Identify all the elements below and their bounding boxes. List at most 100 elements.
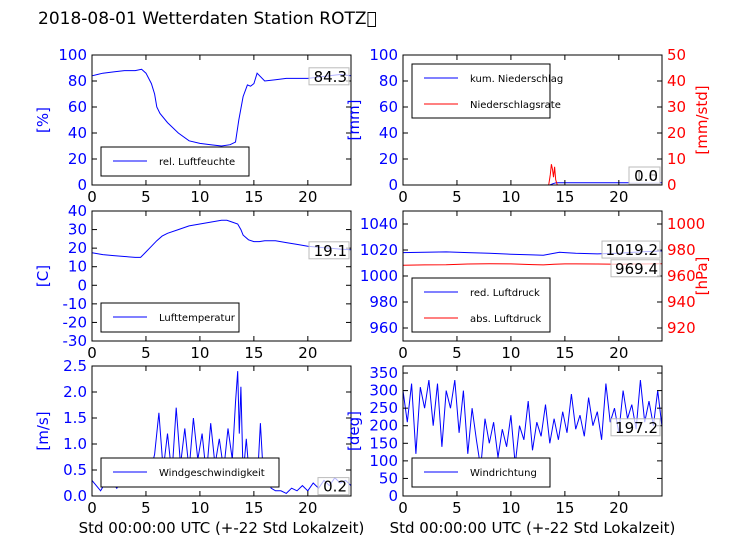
x-tick-label: 10 — [190, 499, 209, 517]
x-tick-label: 5 — [141, 344, 151, 362]
x-tick-label: 10 — [190, 188, 209, 206]
y2-tick-label: 940 — [667, 293, 696, 311]
legend-label: red. Luftdruck — [470, 288, 540, 299]
y-tick-label: -30 — [63, 332, 88, 350]
y-tick-label: 60 — [68, 98, 87, 116]
y-tick-label: 40 — [68, 202, 87, 220]
x-axis-label: Std 00:00:00 UTC (+-22 Std Lokalzeit) — [79, 519, 365, 537]
y-tick-label: 60 — [379, 98, 398, 116]
y2-tick-label: 20 — [667, 124, 686, 142]
x-tick-label: 0 — [398, 344, 408, 362]
y2-tick-label: 50 — [667, 46, 686, 64]
legend-label: Lufttemperatur — [159, 313, 236, 324]
y-tick-label: 80 — [68, 72, 87, 90]
value-label-box — [610, 418, 661, 437]
x-tick-label: 15 — [244, 344, 263, 362]
y2-tick-label: 1000 — [667, 215, 705, 233]
y-tick-label: 20 — [379, 150, 398, 168]
x-tick-label: 20 — [609, 499, 628, 517]
y-tick-label: 0.5 — [63, 461, 87, 479]
series-line-precipitation-1 — [403, 164, 662, 186]
series-line-windspeed-0 — [91, 371, 352, 495]
y2-tick-label: 980 — [667, 241, 696, 259]
value-label-box — [601, 240, 661, 259]
panel-precipitation: 0 5 10 15 20 0 20 40 60 80 100 0 10 20 30 40 50 [mm/std] [… — [345, 46, 711, 206]
y-tick-label: 350 — [369, 364, 398, 382]
y-tick-label: 960 — [369, 319, 398, 337]
y-tick-label: 2.5 — [63, 357, 87, 375]
legend-box — [411, 277, 551, 333]
y-tick-label: 0 — [77, 276, 87, 294]
panel-temperature: 0 5 10 15 20-30-20-10010203040[C]19.1Lufttem… — [34, 202, 352, 362]
x-tick-label: 15 — [244, 188, 263, 206]
y-tick-label: 1020 — [360, 241, 398, 259]
panel-humidity: 0 5 10 15 20 0 20 40 60 80 100 [%] 84.3 rel. Luftfeuc… — [34, 46, 352, 206]
x-tick-label: 15 — [555, 499, 574, 517]
y2-tick-label: 10 — [667, 150, 686, 168]
x-tick-label: 20 — [298, 188, 317, 206]
y-tick-label: 0.0 — [63, 487, 87, 505]
legend-precipitation: kum. Niederschlag Niederschlagsrate — [411, 63, 563, 119]
y-tick-label: -20 — [63, 313, 88, 331]
plot-frame — [402, 54, 663, 186]
y-tick-label: 300 — [369, 382, 398, 400]
x-tick-label: 15 — [555, 188, 574, 206]
last-value-label: 19.1 — [314, 242, 347, 260]
x-tick-label: 5 — [141, 188, 151, 206]
x-tick-label: 10 — [190, 344, 209, 362]
last-value-label: 1019.2 — [606, 241, 659, 259]
y-tick-label: 10 — [68, 258, 87, 276]
y-tick-label: 40 — [68, 124, 87, 142]
value-label-box — [308, 241, 350, 260]
x-tick-label: 20 — [609, 344, 628, 362]
value-label-box — [317, 477, 350, 496]
legend-label: Windgeschwindigkeit — [159, 468, 265, 479]
y-tick-label: 20 — [68, 150, 87, 168]
y-tick-label: 1040 — [360, 215, 398, 233]
x-tick-label: 0 — [87, 344, 97, 362]
y2-axis-label: [mm/std] — [693, 85, 711, 154]
plot-frame — [91, 210, 352, 342]
legend-pressure: red. Luftdruck abs. Luftdruck — [411, 277, 551, 333]
x-tick-label: 0 — [398, 499, 408, 517]
panel-pressure: 0 5 10 15 20 960 980 1000 1020 1040 920 940 960 980 10… — [360, 210, 711, 362]
y-axis-label: [C] — [34, 265, 52, 287]
x-tick-label: 0 — [398, 188, 408, 206]
y-tick-label: 30 — [68, 221, 87, 239]
legend-label: rel. Luftfeuchte — [159, 157, 235, 168]
y-tick-label: 200 — [369, 417, 398, 435]
plot-frame — [91, 365, 352, 497]
last-value-label: 0.0 — [634, 167, 658, 185]
x-tick-label: 20 — [609, 188, 628, 206]
x-tick-label: 0 — [87, 188, 97, 206]
legend-label: abs. Luftdruck — [470, 314, 541, 325]
x-tick-label: 10 — [501, 188, 520, 206]
plot-frame — [91, 54, 352, 186]
y-tick-label: 20 — [68, 239, 87, 257]
y-tick-label: 2.0 — [63, 383, 87, 401]
y-tick-label: 0 — [388, 487, 398, 505]
y2-tick-label: 40 — [667, 72, 686, 90]
x-tick-label: 10 — [501, 499, 520, 517]
legend-humidity: rel. Luftfeuchte — [100, 146, 250, 177]
y-axis-label: [m/s] — [34, 411, 52, 450]
y2-tick-label: 30 — [667, 98, 686, 116]
x-tick-label: 20 — [298, 499, 317, 517]
legend-label: kum. Niederschlag — [470, 74, 563, 85]
legend-winddirection: Windrichtung — [411, 457, 551, 488]
last-value-label: 969.4 — [615, 260, 658, 278]
y-tick-label: 100 — [58, 46, 87, 64]
x-tick-label: 5 — [452, 344, 462, 362]
y2-axis-label: [hPa] — [693, 257, 711, 296]
y-tick-label: -10 — [63, 295, 88, 313]
y-tick-label: 250 — [369, 399, 398, 417]
legend-box — [411, 63, 551, 119]
x-tick-label: 15 — [244, 499, 263, 517]
legend-windspeed: Windgeschwindigkeit — [100, 457, 280, 488]
y-tick-label: 150 — [369, 434, 398, 452]
y-tick-label: 0 — [77, 176, 87, 194]
x-tick-label: 0 — [87, 499, 97, 517]
legend-temperature: Lufttemperatur — [100, 302, 240, 333]
value-label-box — [628, 166, 661, 185]
